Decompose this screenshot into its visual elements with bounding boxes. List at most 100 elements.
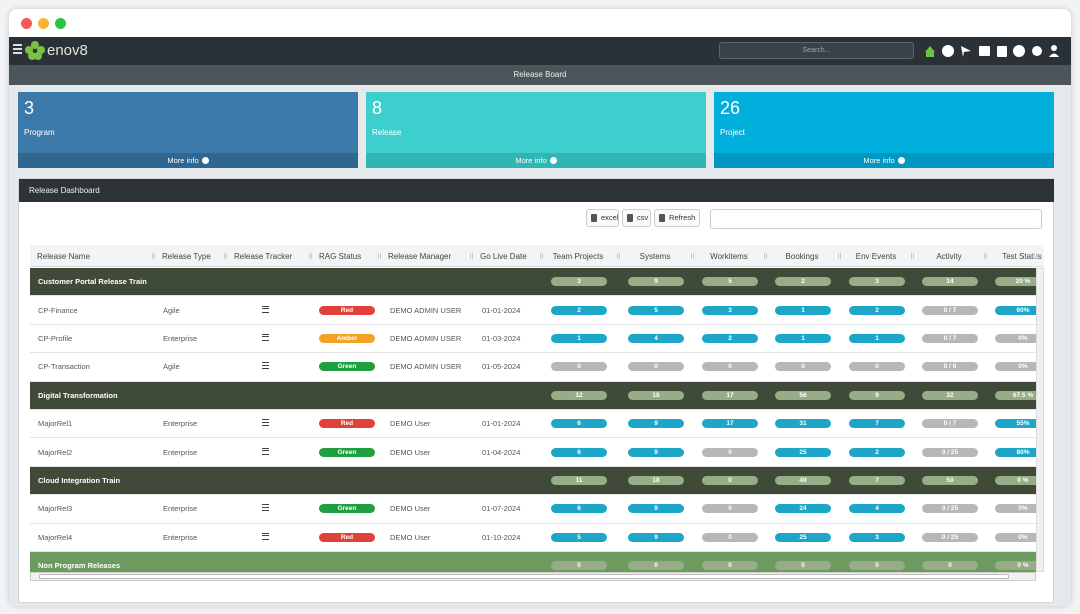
group-row[interactable]: Non Program Releases 0 0 0 0 0 0 0 % [30, 552, 1044, 572]
metric-pill: 0 / 25 [922, 504, 978, 514]
go-live-date: 01-01-2024 [482, 419, 521, 429]
metric-pill: 0 [775, 561, 831, 571]
sort-icon [764, 253, 767, 259]
metric-pill: 18 [628, 390, 684, 400]
column-header[interactable]: Release Name [37, 252, 90, 261]
data-row[interactable]: CP-Transaction Agile Green DEMO ADMIN USER 0… [30, 353, 1044, 382]
metric-pill: 0 [551, 561, 607, 571]
metric-pill: 11 [551, 475, 607, 485]
close-dot[interactable] [21, 18, 32, 29]
metric-pill: 1 [775, 305, 831, 315]
release-name: MajorRel1 [38, 419, 73, 429]
release-type: Enterprise [163, 419, 198, 429]
column-header[interactable]: Test Status [1002, 252, 1042, 261]
release-manager: DEMO ADMIN USER [390, 333, 462, 343]
metric-pill: 9 [849, 390, 905, 400]
data-row[interactable]: CP-Profile Enterprise Amber DEMO ADMIN USER… [30, 324, 1044, 354]
tracker-icon[interactable] [262, 532, 269, 540]
card-link[interactable]: More info [863, 156, 895, 165]
page-title: Release Board [9, 65, 1071, 85]
card-link[interactable]: More info [515, 156, 547, 165]
column-header[interactable]: Systems [639, 252, 671, 261]
h-scrollbar[interactable] [30, 572, 1036, 581]
search-input[interactable]: Search... [719, 42, 914, 59]
group-row[interactable]: Cloud Integration Train 11 18 0 49 7 50 0 % [30, 466, 1044, 496]
data-row[interactable]: MajorRel4 Enterprise Red DEMO User 01-10-202… [30, 523, 1044, 552]
release-name: CP-Profile [38, 333, 73, 343]
metric-pill: 49 [775, 475, 831, 485]
data-row[interactable]: CP-Finance Agile Red DEMO ADMIN USER 01-01-2… [30, 296, 1044, 325]
column-header[interactable]: Team Projects [552, 252, 604, 261]
metric-pill: 0% [995, 333, 1044, 343]
release-type: Enterprise [163, 333, 198, 343]
data-row[interactable]: MajorRel1 Enterprise Red DEMO User 01-01-202… [30, 410, 1044, 439]
column-header[interactable]: Release Manager [388, 252, 452, 261]
v-scrollbar[interactable] [1036, 268, 1044, 572]
menu-icon[interactable] [13, 44, 22, 54]
column-header[interactable]: Env Events [855, 252, 897, 261]
minimize-dot[interactable] [38, 18, 49, 29]
column-header[interactable]: Release Tracker [234, 252, 293, 261]
maximize-dot[interactable] [55, 18, 66, 29]
data-row[interactable]: MajorRel3 Enterprise Green DEMO User 01-07-2… [30, 495, 1044, 524]
tracker-icon[interactable] [262, 362, 269, 370]
metric-pill: 1 [849, 333, 905, 343]
group-row[interactable]: Customer Portal Release Train 3 9 5 2 3 14 20 % [30, 268, 1044, 297]
metric-pill: 24 [775, 504, 831, 514]
metric-pill: 0 / 7 [922, 333, 978, 343]
sort-icon [309, 253, 312, 259]
toolbar-button[interactable]: csv [622, 209, 651, 227]
column-header[interactable]: Workitems [710, 252, 748, 261]
sort-icon [691, 253, 694, 259]
column-header[interactable]: Release Type [162, 252, 211, 261]
filter-input[interactable] [710, 209, 1042, 229]
metric-pill: 25 [775, 447, 831, 457]
metric-pill: 5 [702, 277, 758, 287]
metric-pill: 3 [849, 532, 905, 542]
metric-pill: 9 [628, 532, 684, 542]
tracker-icon-bar [262, 506, 269, 508]
release-type: Enterprise [163, 447, 198, 457]
toolbar-button[interactable]: excel [586, 209, 619, 227]
metric-pill: 0 / 25 [922, 447, 978, 457]
sort-icon [838, 253, 841, 259]
card-footer[interactable]: More info [714, 153, 1054, 168]
tracker-icon[interactable] [262, 447, 269, 455]
sort-icon [984, 253, 987, 259]
data-row[interactable]: MajorRel2 Enterprise Green DEMO User 01-04-2… [30, 438, 1044, 467]
metric-pill: 0% [995, 532, 1044, 542]
column-header[interactable]: Go Live Date [480, 252, 527, 261]
metric-pill: 25 [775, 532, 831, 542]
metric-pill: 1 [551, 333, 607, 343]
release-name: CP-Finance [38, 305, 78, 315]
release-manager: DEMO User [390, 504, 431, 514]
metric-pill: 0 / 7 [922, 305, 978, 315]
column-header[interactable]: RAG Status [319, 252, 362, 261]
card-value: 26 [720, 98, 741, 118]
panel-title: Release Dashboard [19, 179, 1054, 202]
tracker-icon[interactable] [262, 305, 269, 313]
card-link[interactable]: More info [167, 156, 199, 165]
metric-pill: 9 [628, 419, 684, 429]
toolbar-button[interactable]: Refresh [654, 209, 700, 227]
metric-pill: 2 [849, 305, 905, 315]
column-header[interactable]: Bookings [785, 252, 819, 261]
tracker-icon[interactable] [262, 504, 269, 512]
metric-pill: 7 [849, 419, 905, 429]
group-name: Customer Portal Release Train [38, 277, 147, 287]
release-manager: DEMO User [390, 419, 431, 429]
group-name: Non Program Releases [38, 561, 121, 571]
metric-pill: 0% [995, 504, 1044, 514]
metric-pill: 0 % [995, 475, 1044, 485]
release-name: CP-Transaction [38, 362, 90, 372]
go-live-date: 01-03-2024 [482, 333, 521, 343]
metric-pill: 17 [702, 419, 758, 429]
card-footer[interactable]: More info [366, 153, 706, 168]
tracker-icon[interactable] [262, 419, 269, 427]
metric-pill: 5 [628, 305, 684, 315]
group-row[interactable]: Digital Transformation 12 18 17 56 9 32 67.5 % [30, 381, 1044, 410]
column-header[interactable]: Activity [936, 252, 962, 261]
card-footer[interactable]: More info [18, 153, 358, 168]
tracker-icon[interactable] [262, 333, 269, 341]
release-name: MajorRel4 [38, 532, 73, 542]
